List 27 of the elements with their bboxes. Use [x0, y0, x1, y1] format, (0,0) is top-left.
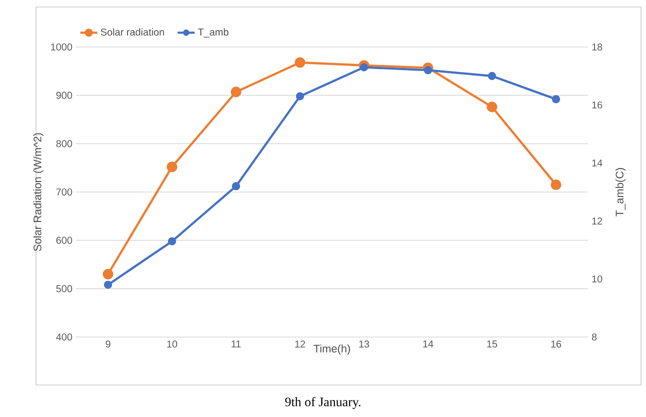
- legend-label: Solar radiation: [100, 28, 164, 36]
- x-tick-label: 12: [295, 340, 306, 348]
- x-axis-title: Time(h): [314, 344, 350, 355]
- y-tick-label: 800: [56, 140, 72, 148]
- x-tick-label: 16: [551, 340, 562, 348]
- y-tick-label: 600: [56, 236, 72, 244]
- legend-label: T_amb: [198, 28, 228, 38]
- x-tick-label: 10: [167, 340, 178, 348]
- y2-tick-label: 8: [592, 333, 597, 341]
- y2-tick-label: 10: [592, 275, 602, 283]
- x-tick-label: 13: [359, 340, 370, 348]
- y2-tick-label: 14: [592, 160, 602, 166]
- y-tick-label: 700: [56, 188, 72, 196]
- x-tick-label: 9: [106, 340, 110, 348]
- y-axis-title: Solar Radiation (W/m^2): [33, 133, 44, 252]
- y2-tick-label: 16: [592, 101, 602, 109]
- y2-tick-label: 12: [592, 218, 602, 224]
- text: 9th of January.: [285, 397, 360, 409]
- y-tick-label: 900: [56, 92, 72, 99]
- y-tick-label: 500: [56, 285, 72, 292]
- y2-tick-label: 18: [592, 43, 602, 51]
- x-tick-label: 11: [232, 340, 241, 348]
- x-tick-label: 15: [487, 340, 498, 348]
- y2-axis-title: T_amb(C): [615, 168, 626, 216]
- y-tick-label: 400: [56, 333, 72, 341]
- y-tick-label: 1000: [51, 43, 72, 51]
- x-tick-label: 14: [423, 340, 434, 348]
